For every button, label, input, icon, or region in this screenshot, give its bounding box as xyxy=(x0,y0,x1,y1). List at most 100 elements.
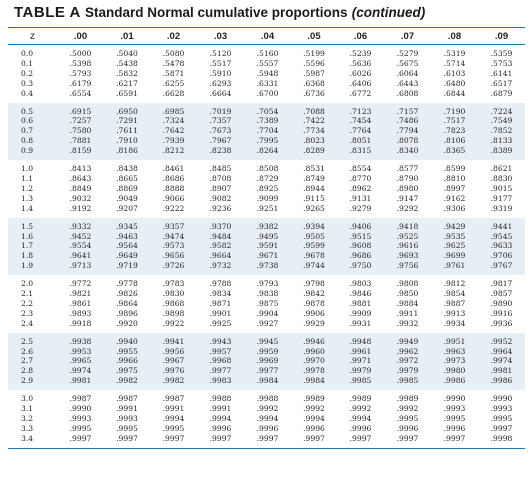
probability-cell: .9893 xyxy=(69,308,92,318)
probability-cell: .9988 xyxy=(209,394,232,404)
probability-cell: .9871 xyxy=(209,298,232,308)
probability-cell: .7019 xyxy=(197,102,244,117)
probability-cell: .8078 xyxy=(384,136,431,147)
table-row: 1.5.9332.9345.9357.9370.9382.9394.9406.9… xyxy=(8,217,525,232)
probability-cell: .9738 xyxy=(244,261,291,276)
table-title: TABLE A Standard Normal cumulative propo… xyxy=(14,4,425,21)
table-row: 2.1 .9821 .9826 .9830 .9834 .9838 .9842 .9846 .9… xyxy=(8,289,525,299)
probability-cell: .6443 xyxy=(396,78,419,88)
probability-cell: .7291 xyxy=(104,116,150,127)
probability-cell: .8051 xyxy=(337,136,384,147)
probability-cell: .7939 xyxy=(150,136,197,147)
probability-cell: .9964 xyxy=(478,346,525,357)
probability-cell: .9761 xyxy=(431,261,478,276)
probability-cell: .9992 xyxy=(396,404,419,414)
probability-cell: .9664 xyxy=(197,251,244,262)
probability-cell: .9997 xyxy=(244,433,291,449)
probability-cell: .9545 xyxy=(478,231,525,242)
probability-cell: .9904 xyxy=(256,308,279,318)
z-value: 1.1 xyxy=(21,173,34,183)
z-value: 0.2 xyxy=(21,68,34,78)
probability-cell: .9750 xyxy=(337,261,384,276)
probability-cell: .9948 xyxy=(337,332,384,347)
probability-cell: .8997 xyxy=(443,183,466,193)
probability-cell: .9817 xyxy=(490,279,513,289)
probability-cell: .6331 xyxy=(256,78,279,88)
probability-cell: .9993 xyxy=(69,414,92,423)
probability-cell: .7764 xyxy=(337,126,384,137)
z-value: 2.3 xyxy=(21,308,34,318)
probability-cell: .9429 xyxy=(431,217,478,232)
probability-cell: .9756 xyxy=(384,261,431,276)
probability-cell: .8770 xyxy=(349,173,372,183)
probability-cell: .9838 xyxy=(256,289,279,299)
table-row: 3.1 .9990 .9991 .9991 .9991 .9992 .9992 .9992 .9… xyxy=(8,404,525,414)
z-value: 0.8 xyxy=(8,136,57,147)
probability-cell: .9977 xyxy=(197,366,244,377)
probability-cell: .9726 xyxy=(150,261,197,276)
probability-cell: .9463 xyxy=(104,231,150,242)
table-row: 2.6.9953.9955.9956.9957.9959.9960.9961.9… xyxy=(8,346,525,357)
table-row: 1.8.9641.9649.9656.9664.9671.9678.9686.9… xyxy=(8,251,525,262)
probability-cell: .9591 xyxy=(244,241,291,252)
probability-cell: .9049 xyxy=(116,193,138,203)
probability-cell: .9686 xyxy=(337,251,384,262)
probability-cell: .9996 xyxy=(209,423,232,433)
probability-cell: .5080 xyxy=(162,49,185,58)
probability-cell: .6591 xyxy=(116,88,138,98)
z-value: 0.6 xyxy=(8,116,57,127)
probability-cell: .9066 xyxy=(162,193,185,203)
probability-cell: .9961 xyxy=(337,346,384,357)
probability-cell: .9474 xyxy=(150,231,197,242)
probability-cell: .5279 xyxy=(396,49,419,58)
probability-cell: .6985 xyxy=(150,102,197,117)
probability-cell: .9987 xyxy=(162,394,185,404)
probability-cell: .8461 xyxy=(162,164,185,174)
probability-cell: .8289 xyxy=(291,146,337,161)
probability-cell: .9744 xyxy=(291,261,337,276)
table-row: 1.1 .8643 .8665 .8686 .8708 .8729 .8749 .8770 .8… xyxy=(8,174,525,184)
probability-cell: .9981 xyxy=(478,366,525,377)
table-tag: TABLE A xyxy=(14,4,81,21)
probability-cell: .9971 xyxy=(337,356,384,367)
probability-cell: .9932 xyxy=(396,318,419,328)
probability-cell: .8531 xyxy=(303,164,325,174)
probability-cell: .9793 xyxy=(256,279,279,289)
probability-cell: .8508 xyxy=(256,164,279,174)
probability-cell: .9997 xyxy=(150,433,197,449)
probability-cell: .9236 xyxy=(209,203,232,213)
probability-cell: .9997 xyxy=(104,433,150,449)
probability-cell: .9997 xyxy=(490,423,513,433)
probability-cell: .5438 xyxy=(116,58,138,68)
probability-cell: .9394 xyxy=(291,217,337,232)
probability-cell: .9940 xyxy=(104,332,150,347)
probability-cell: .8907 xyxy=(209,183,232,193)
probability-cell: .9884 xyxy=(396,298,419,308)
probability-cell: .9222 xyxy=(162,203,185,213)
table-caption: Standard Normal cumulative proportions xyxy=(85,5,348,20)
probability-cell: .9984 xyxy=(291,376,337,391)
probability-cell: .9706 xyxy=(478,251,525,262)
probability-cell: .9970 xyxy=(291,356,337,367)
z-value: 0.4 xyxy=(21,88,34,98)
column-header: .04 xyxy=(244,27,291,45)
z-value: 2.4 xyxy=(21,318,34,328)
probability-cell: .7673 xyxy=(197,126,244,137)
probability-cell: .9767 xyxy=(478,261,525,276)
probability-cell: .9994 xyxy=(256,414,279,423)
probability-cell: .9955 xyxy=(104,346,150,357)
probability-cell: .9693 xyxy=(384,251,431,262)
probability-cell: .9656 xyxy=(150,251,197,262)
table-body: 0.0.5000.5040.5080.5120.5160.5199.5239.5… xyxy=(8,45,525,449)
header-row: z .00.01.02.03.04.05.06.07.08.09 xyxy=(8,27,525,45)
z-value: 3.4 xyxy=(8,433,57,449)
probability-cell: .7881 xyxy=(57,136,104,147)
probability-cell: .5910 xyxy=(209,68,232,78)
continued-note: (continued) xyxy=(351,5,426,20)
probability-cell: .9861 xyxy=(69,298,92,308)
z-value: 1.8 xyxy=(8,251,57,262)
probability-cell: .8790 xyxy=(396,173,419,183)
probability-cell: .7517 xyxy=(431,116,478,127)
probability-cell: .8888 xyxy=(162,183,185,193)
probability-cell: .9772 xyxy=(69,279,92,289)
